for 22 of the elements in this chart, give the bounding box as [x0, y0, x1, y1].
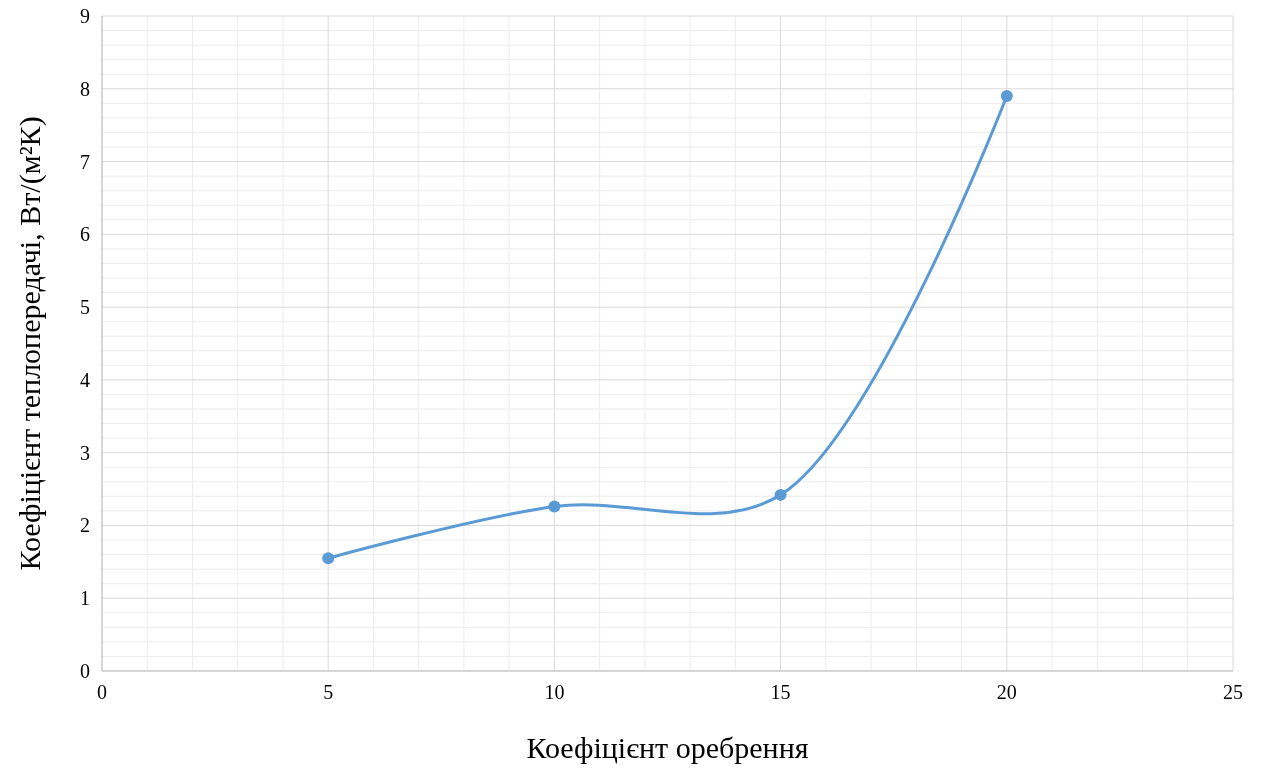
point: [548, 500, 561, 513]
y-tick-label: 2: [80, 514, 90, 537]
y-tick-label: 0: [80, 660, 90, 682]
x-tick-label: 5: [323, 681, 334, 703]
y-axis-title: Коефіцієнт теплопередачі, Вт/(м²К): [13, 116, 47, 571]
point: [774, 488, 787, 501]
y-tick-label: 6: [80, 223, 90, 246]
y-tick-label: 7: [80, 150, 90, 173]
x-tick-label: 20: [996, 681, 1017, 703]
y-tick-label: 9: [80, 5, 90, 27]
y-tick-label: 4: [80, 368, 90, 391]
point: [322, 552, 335, 565]
y-tick-label: 5: [80, 296, 90, 319]
x-tick-label: 10: [544, 681, 565, 703]
x-tick-label: 0: [97, 681, 107, 703]
y-tick-label: 1: [80, 587, 90, 610]
y-tick-label: 8: [80, 77, 90, 100]
point: [1000, 90, 1013, 103]
y-tick-label: 3: [80, 441, 90, 464]
x-tick-label: 15: [770, 681, 791, 703]
x-axis-title: Коефіцієнт оребрення: [526, 731, 809, 764]
x-tick-label: 25: [1223, 681, 1243, 703]
